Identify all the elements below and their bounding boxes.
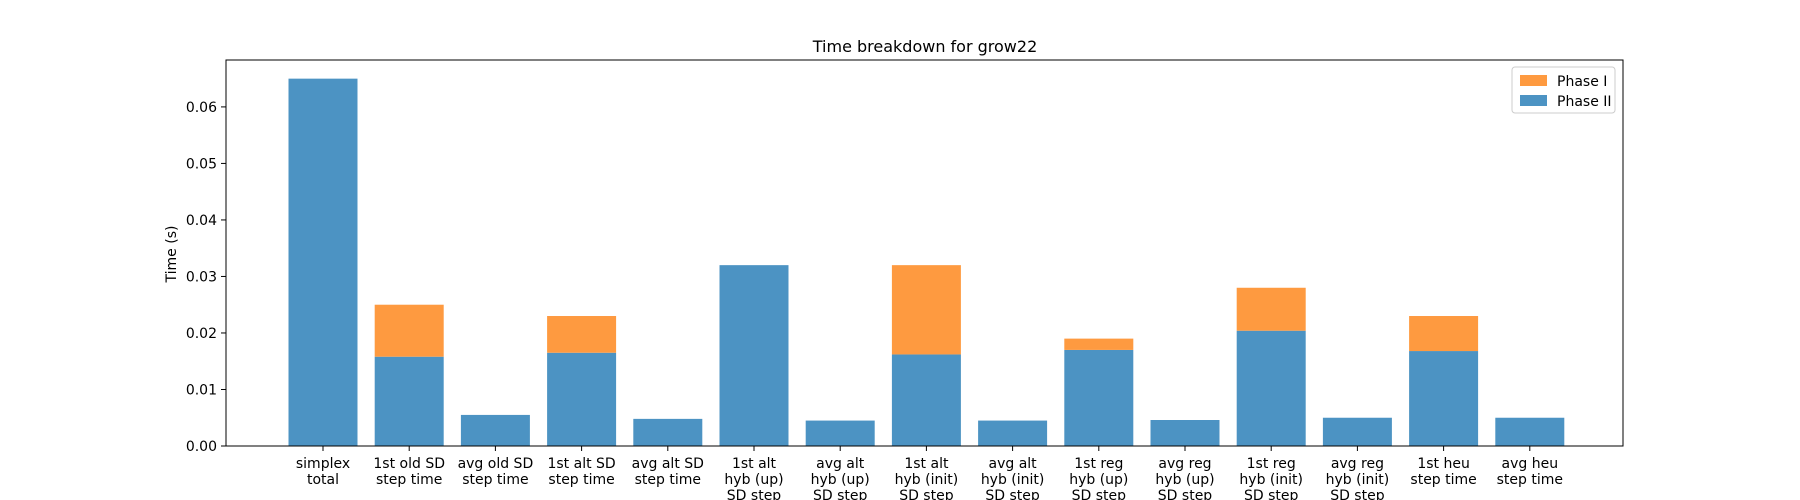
bar-phase-i-9 xyxy=(1064,338,1134,350)
y-tick-label-2: 0.02 xyxy=(186,326,217,342)
bar-phase-i-3 xyxy=(547,316,617,353)
legend-swatch-phase-ii xyxy=(1520,95,1547,106)
bar-phase-ii-14 xyxy=(1495,417,1565,446)
x-tick-label-7: 1st alt hyb (init) SD step xyxy=(895,456,959,500)
y-tick-label-5: 0.05 xyxy=(186,156,217,172)
x-tick-label-6: avg alt hyb (up) SD step xyxy=(811,456,870,500)
legend: Phase I Phase II xyxy=(1511,66,1616,114)
y-tick-label-3: 0.03 xyxy=(186,269,217,285)
x-tick-label-14: avg heu step time xyxy=(1497,456,1563,488)
legend-label-phase-i: Phase I xyxy=(1557,74,1607,90)
bar-phase-ii-4 xyxy=(633,418,703,446)
bar-phase-ii-10 xyxy=(1150,420,1220,446)
x-tick-label-11: 1st reg hyb (init) SD step xyxy=(1239,456,1303,500)
bar-phase-ii-3 xyxy=(547,352,617,446)
x-tick-label-0: simplex total xyxy=(296,456,350,488)
x-tick-label-13: 1st heu step time xyxy=(1410,456,1476,488)
bar-phase-ii-13 xyxy=(1409,351,1479,446)
x-tick-label-2: avg old SD step time xyxy=(458,456,534,488)
y-tick-label-1: 0.01 xyxy=(186,382,217,398)
x-tick-label-4: avg alt SD step time xyxy=(632,456,704,488)
bar-phase-ii-6 xyxy=(805,420,875,446)
x-tick-label-3: 1st alt SD step time xyxy=(547,456,615,488)
x-tick-label-5: 1st alt hyb (up) SD step xyxy=(724,456,783,500)
bar-phase-ii-11 xyxy=(1236,330,1306,446)
bar-phase-ii-1 xyxy=(374,356,444,446)
plot-frame xyxy=(225,59,1624,447)
x-tick-label-10: avg reg hyb (up) SD step xyxy=(1155,456,1214,500)
bar-phase-ii-9 xyxy=(1064,349,1134,446)
x-tick-label-1: 1st old SD step time xyxy=(373,456,445,488)
x-tick-label-12: avg reg hyb (init) SD step xyxy=(1326,456,1390,500)
bar-phase-ii-12 xyxy=(1322,417,1392,446)
y-axis-label: Time (s) xyxy=(164,226,180,284)
bar-phase-ii-5 xyxy=(719,265,789,446)
bar-phase-ii-8 xyxy=(978,420,1048,446)
bar-phase-i-7 xyxy=(891,265,961,355)
bar-phase-i-11 xyxy=(1236,287,1306,331)
y-tick-label-6: 0.06 xyxy=(186,100,217,116)
legend-swatch-phase-i xyxy=(1520,75,1547,86)
bar-phase-i-13 xyxy=(1409,316,1479,352)
x-tick-label-9: 1st reg hyb (up) SD step xyxy=(1069,456,1128,500)
legend-label-phase-ii: Phase II xyxy=(1557,94,1612,110)
plot-area: 0.00 0.01 0.02 0.03 0.04 0.05 0.06 simplex total… xyxy=(186,59,1624,500)
bar-phase-ii-7 xyxy=(891,354,961,446)
bar-phase-i-1 xyxy=(374,304,444,357)
y-tick-label-4: 0.04 xyxy=(186,213,217,229)
y-tick-label-0: 0.00 xyxy=(186,439,217,455)
bar-phase-ii-2 xyxy=(460,414,530,446)
x-tick-label-8: avg alt hyb (init) SD step xyxy=(981,456,1045,500)
bar-phase-ii-0 xyxy=(288,78,358,447)
chart-title: Time breakdown for grow22 xyxy=(812,37,1038,56)
